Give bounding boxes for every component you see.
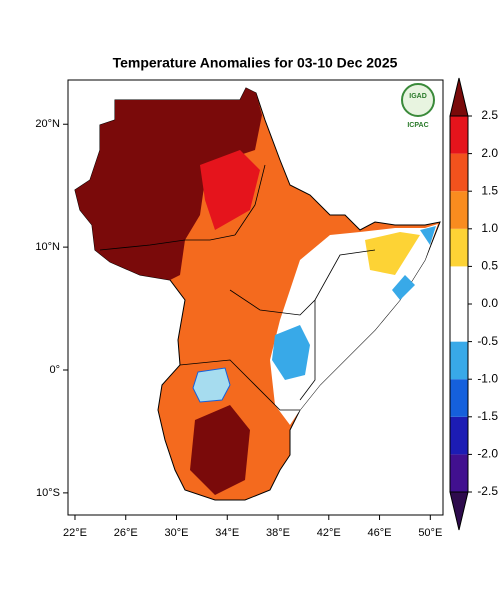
x-tick-label: 50°E: [418, 527, 442, 539]
colorbar-segment: [450, 191, 468, 229]
colorbar-label: 2.5: [481, 108, 498, 122]
y-tick-label: 20°N: [35, 118, 60, 130]
colorbar-segment: [450, 341, 468, 380]
cool-zone: [420, 226, 436, 245]
logo-org: ICPAC: [407, 122, 428, 129]
chart-title: Temperature Anomalies for 03-10 Dec 2025: [113, 55, 398, 71]
border: [229, 249, 376, 316]
hot-zone: [190, 405, 250, 495]
colorbar-label: -2.5: [477, 484, 498, 498]
colorbar-segment: [450, 228, 468, 267]
colorbar-label: -1.5: [477, 409, 498, 423]
colorbar-label: 0.0: [481, 296, 498, 310]
y-tick-label: 10°S: [36, 487, 60, 499]
x-tick-label: 22°E: [63, 527, 87, 539]
colorbar-segment: [450, 304, 468, 342]
colorbar-label: -2.0: [477, 447, 498, 461]
mild-zone: [365, 232, 420, 275]
colorbar-label: 1.5: [481, 183, 498, 197]
cool-zone: [272, 325, 310, 380]
colorbar-segment: [450, 116, 468, 154]
map: [74, 87, 441, 501]
x-tick-label: 30°E: [165, 527, 189, 539]
colorbar-segment: [450, 416, 468, 455]
colorbar-label: 0.5: [481, 259, 498, 273]
x-tick-label: 38°E: [266, 527, 290, 539]
hot-zone: [75, 88, 262, 280]
logo-badge: [401, 83, 435, 117]
cool-zone: [392, 275, 415, 300]
colorbar-segment: [450, 266, 468, 304]
border: [234, 164, 266, 236]
colorbar-label: 1.0: [481, 221, 498, 235]
x-tick-label: 46°E: [368, 527, 392, 539]
neutral-zone: [270, 224, 438, 425]
colorbar-label: -1.0: [477, 371, 498, 385]
colorbar-label: 2.0: [481, 146, 498, 160]
y-tick-label: 0°: [49, 364, 60, 376]
x-tick-label: 34°E: [215, 527, 239, 539]
colorbar-segment: [450, 153, 468, 192]
y-tick-label: 10°N: [35, 241, 60, 253]
colorbar-label: -0.5: [477, 334, 498, 348]
colorbar-segment: [450, 454, 468, 492]
border: [179, 359, 300, 411]
x-tick-label: 42°E: [317, 527, 341, 539]
colorbar-extend: [449, 491, 469, 531]
colorbar-extend: [449, 77, 469, 117]
x-tick-label: 26°E: [114, 527, 138, 539]
border: [99, 234, 236, 251]
lake: [192, 367, 231, 403]
logo: IGAD ICPAC: [401, 83, 435, 129]
border: [299, 300, 316, 401]
colorbar-segment: [450, 379, 468, 417]
warm-zone: [200, 150, 260, 230]
logo-name: IGAD: [409, 93, 427, 100]
